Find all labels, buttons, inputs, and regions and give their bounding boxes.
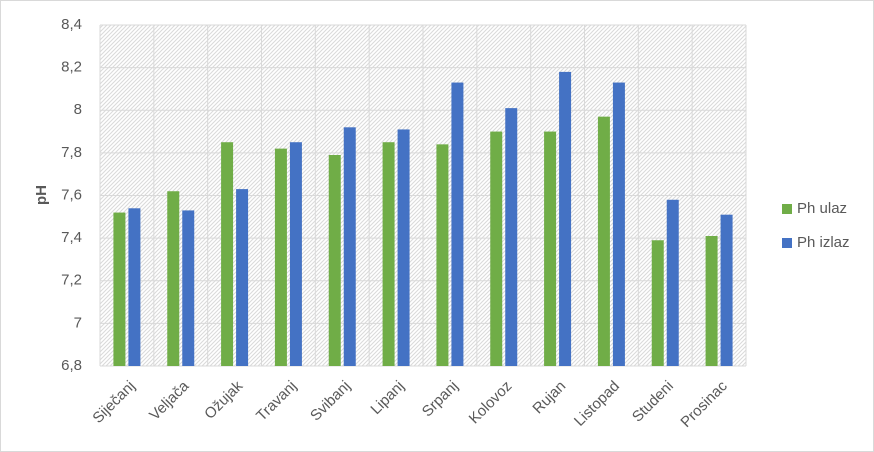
y-axis-title: pH [33, 185, 50, 205]
bar [559, 71, 572, 366]
y-tick-label: 7,6 [61, 186, 82, 203]
bar [236, 189, 249, 366]
y-tick-label: 7,4 [61, 229, 82, 246]
legend-swatch [782, 238, 792, 248]
bar [490, 131, 503, 366]
legend-swatch [782, 204, 792, 214]
bar [651, 240, 664, 366]
bar [128, 208, 141, 366]
y-tick-label: 8,2 [61, 59, 82, 76]
bar [382, 142, 395, 366]
y-tick-label: 7 [74, 314, 82, 331]
bar [505, 108, 518, 367]
bar [397, 129, 410, 366]
bar [544, 131, 557, 366]
bar [113, 212, 126, 366]
bar [289, 142, 302, 366]
bar [274, 148, 287, 366]
y-tick-label: 6,8 [61, 357, 82, 374]
bar [221, 142, 234, 366]
bar [705, 235, 718, 366]
bar [328, 155, 341, 366]
bar [612, 82, 625, 366]
y-tick-label: 8 [74, 101, 82, 118]
legend-label: Ph ulaz [797, 200, 847, 217]
legend-label: Ph izlaz [797, 234, 850, 251]
y-tick-label: 8,4 [61, 16, 82, 33]
bar [167, 191, 180, 366]
y-tick-label: 7,8 [61, 144, 82, 161]
y-tick-label: 7,2 [61, 272, 82, 289]
bar [666, 199, 679, 366]
bar [720, 214, 733, 366]
bar [343, 127, 356, 366]
bar [182, 210, 195, 366]
bar [451, 82, 464, 366]
bar [436, 144, 449, 366]
bar [597, 116, 610, 366]
